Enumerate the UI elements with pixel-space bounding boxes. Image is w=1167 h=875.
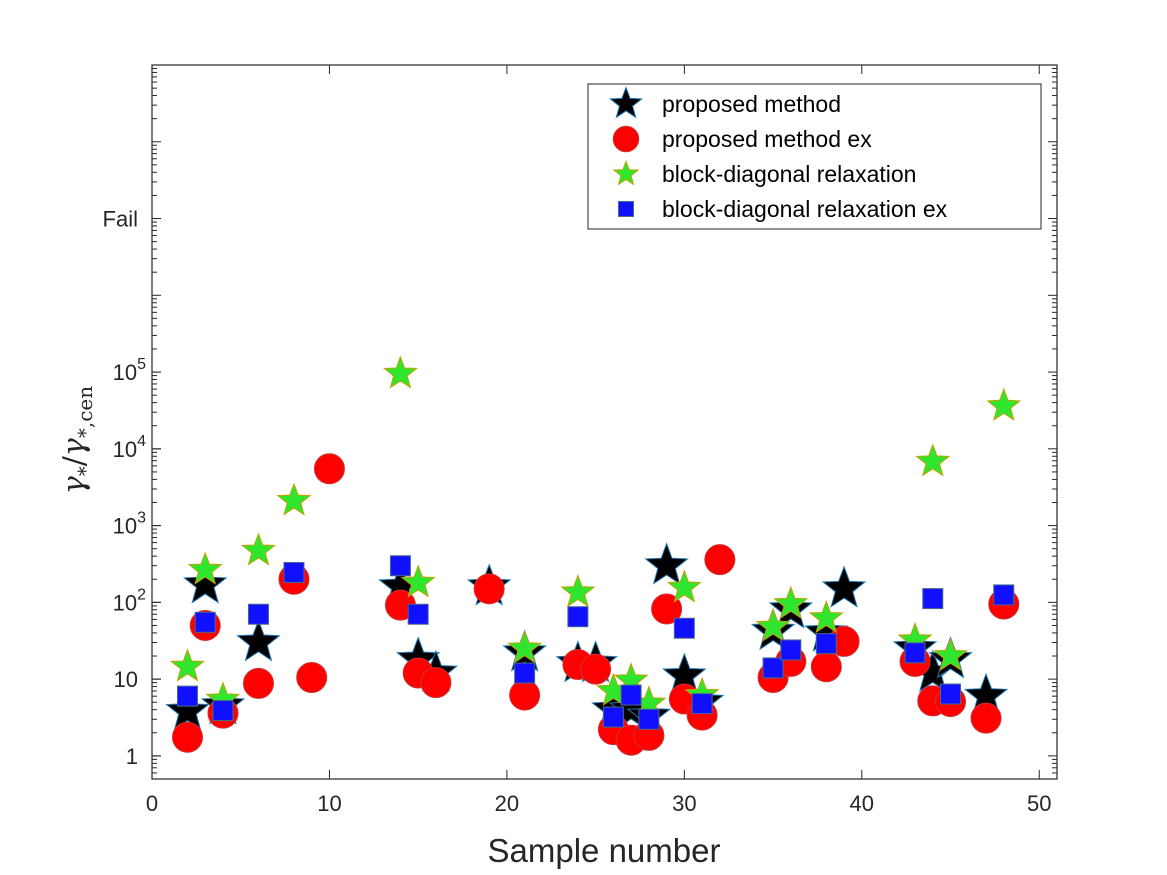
star-point: [400, 564, 436, 598]
star-point: [915, 443, 951, 477]
star-point: [560, 573, 596, 608]
square-point: [922, 588, 944, 610]
y-tick-label: 102: [113, 586, 146, 615]
x-tick-label: 50: [1027, 791, 1051, 816]
square-point: [620, 684, 642, 706]
star-point: [382, 355, 418, 389]
star-point: [276, 482, 312, 516]
square-point: [602, 706, 624, 728]
series-4: [176, 555, 1015, 730]
x-tick-label: 20: [495, 791, 519, 816]
star-point: [240, 532, 276, 566]
square-point: [283, 561, 305, 583]
legend-box: [587, 83, 1042, 230]
square-point: [514, 662, 536, 684]
square-point: [389, 555, 411, 577]
legend-marker: [612, 125, 640, 153]
square-point: [176, 685, 198, 707]
data-points: [165, 355, 1022, 756]
legend-marker: [618, 201, 634, 217]
series-3: [169, 355, 1022, 719]
star-point: [986, 387, 1022, 422]
star-point: [182, 561, 228, 604]
square-point: [940, 683, 962, 705]
circle-point: [313, 453, 345, 485]
circle-point: [580, 653, 612, 685]
x-tick-label: 30: [672, 791, 696, 816]
square-point: [780, 639, 802, 661]
y-tick-label: 10: [114, 667, 138, 692]
y-tick-label: 104: [113, 433, 146, 462]
circle-point: [296, 661, 328, 693]
axes: 0 10 20 30 40 50 1 10 102 103 104 105 Fail: [103, 64, 1058, 816]
square-point: [691, 693, 713, 715]
legend-entry-label: proposed method ex: [662, 126, 872, 152]
square-point: [762, 657, 784, 679]
circle-point: [509, 679, 541, 711]
x-tick-label: 10: [317, 791, 341, 816]
circle-point: [242, 667, 274, 699]
circle-point: [473, 573, 505, 605]
star-point: [236, 619, 281, 662]
star-point: [666, 569, 702, 603]
x-tick-label: 0: [146, 791, 158, 816]
star-point: [933, 637, 969, 671]
square-point: [194, 611, 216, 633]
y-tick-label: 103: [113, 510, 146, 539]
square-point: [638, 708, 660, 730]
square-point: [673, 617, 695, 639]
x-axis-label: Sample number: [488, 832, 721, 869]
legend-marker: [612, 159, 640, 186]
x-tick-label: 40: [850, 791, 874, 816]
legend-entry-label: block-diagonal relaxation: [662, 161, 916, 187]
square-point: [567, 606, 589, 628]
y-tick-label: 105: [113, 356, 146, 385]
square-point: [407, 603, 429, 625]
star-point: [821, 565, 867, 608]
circle-point: [810, 651, 842, 683]
legend-entry-label: proposed method: [662, 91, 841, 117]
y-tick-label: Fail: [103, 207, 138, 232]
star-point: [169, 648, 206, 682]
star-point: [165, 687, 210, 731]
square-point: [993, 584, 1015, 606]
legend-entry-label: block-diagonal relaxation ex: [662, 196, 948, 222]
star-point: [773, 585, 809, 619]
legend-marker: [608, 86, 644, 119]
square-point: [904, 642, 926, 664]
y-axis-label: γ*/γ*,cen: [57, 386, 97, 494]
star-point: [808, 599, 844, 634]
square-point: [247, 603, 269, 625]
circle-point: [970, 702, 1002, 734]
square-point: [212, 700, 234, 722]
square-point: [815, 633, 837, 655]
star-point: [187, 551, 223, 585]
y-tick-label: 1: [126, 744, 138, 769]
circle-point: [704, 544, 736, 576]
plot-frame: [151, 64, 1058, 780]
circle-point: [420, 667, 452, 699]
legend: proposed method proposed method ex block-d…: [587, 83, 1042, 230]
star-point: [755, 608, 791, 642]
star-point: [507, 630, 543, 664]
circle-point: [171, 721, 203, 753]
star-point: [644, 542, 689, 585]
